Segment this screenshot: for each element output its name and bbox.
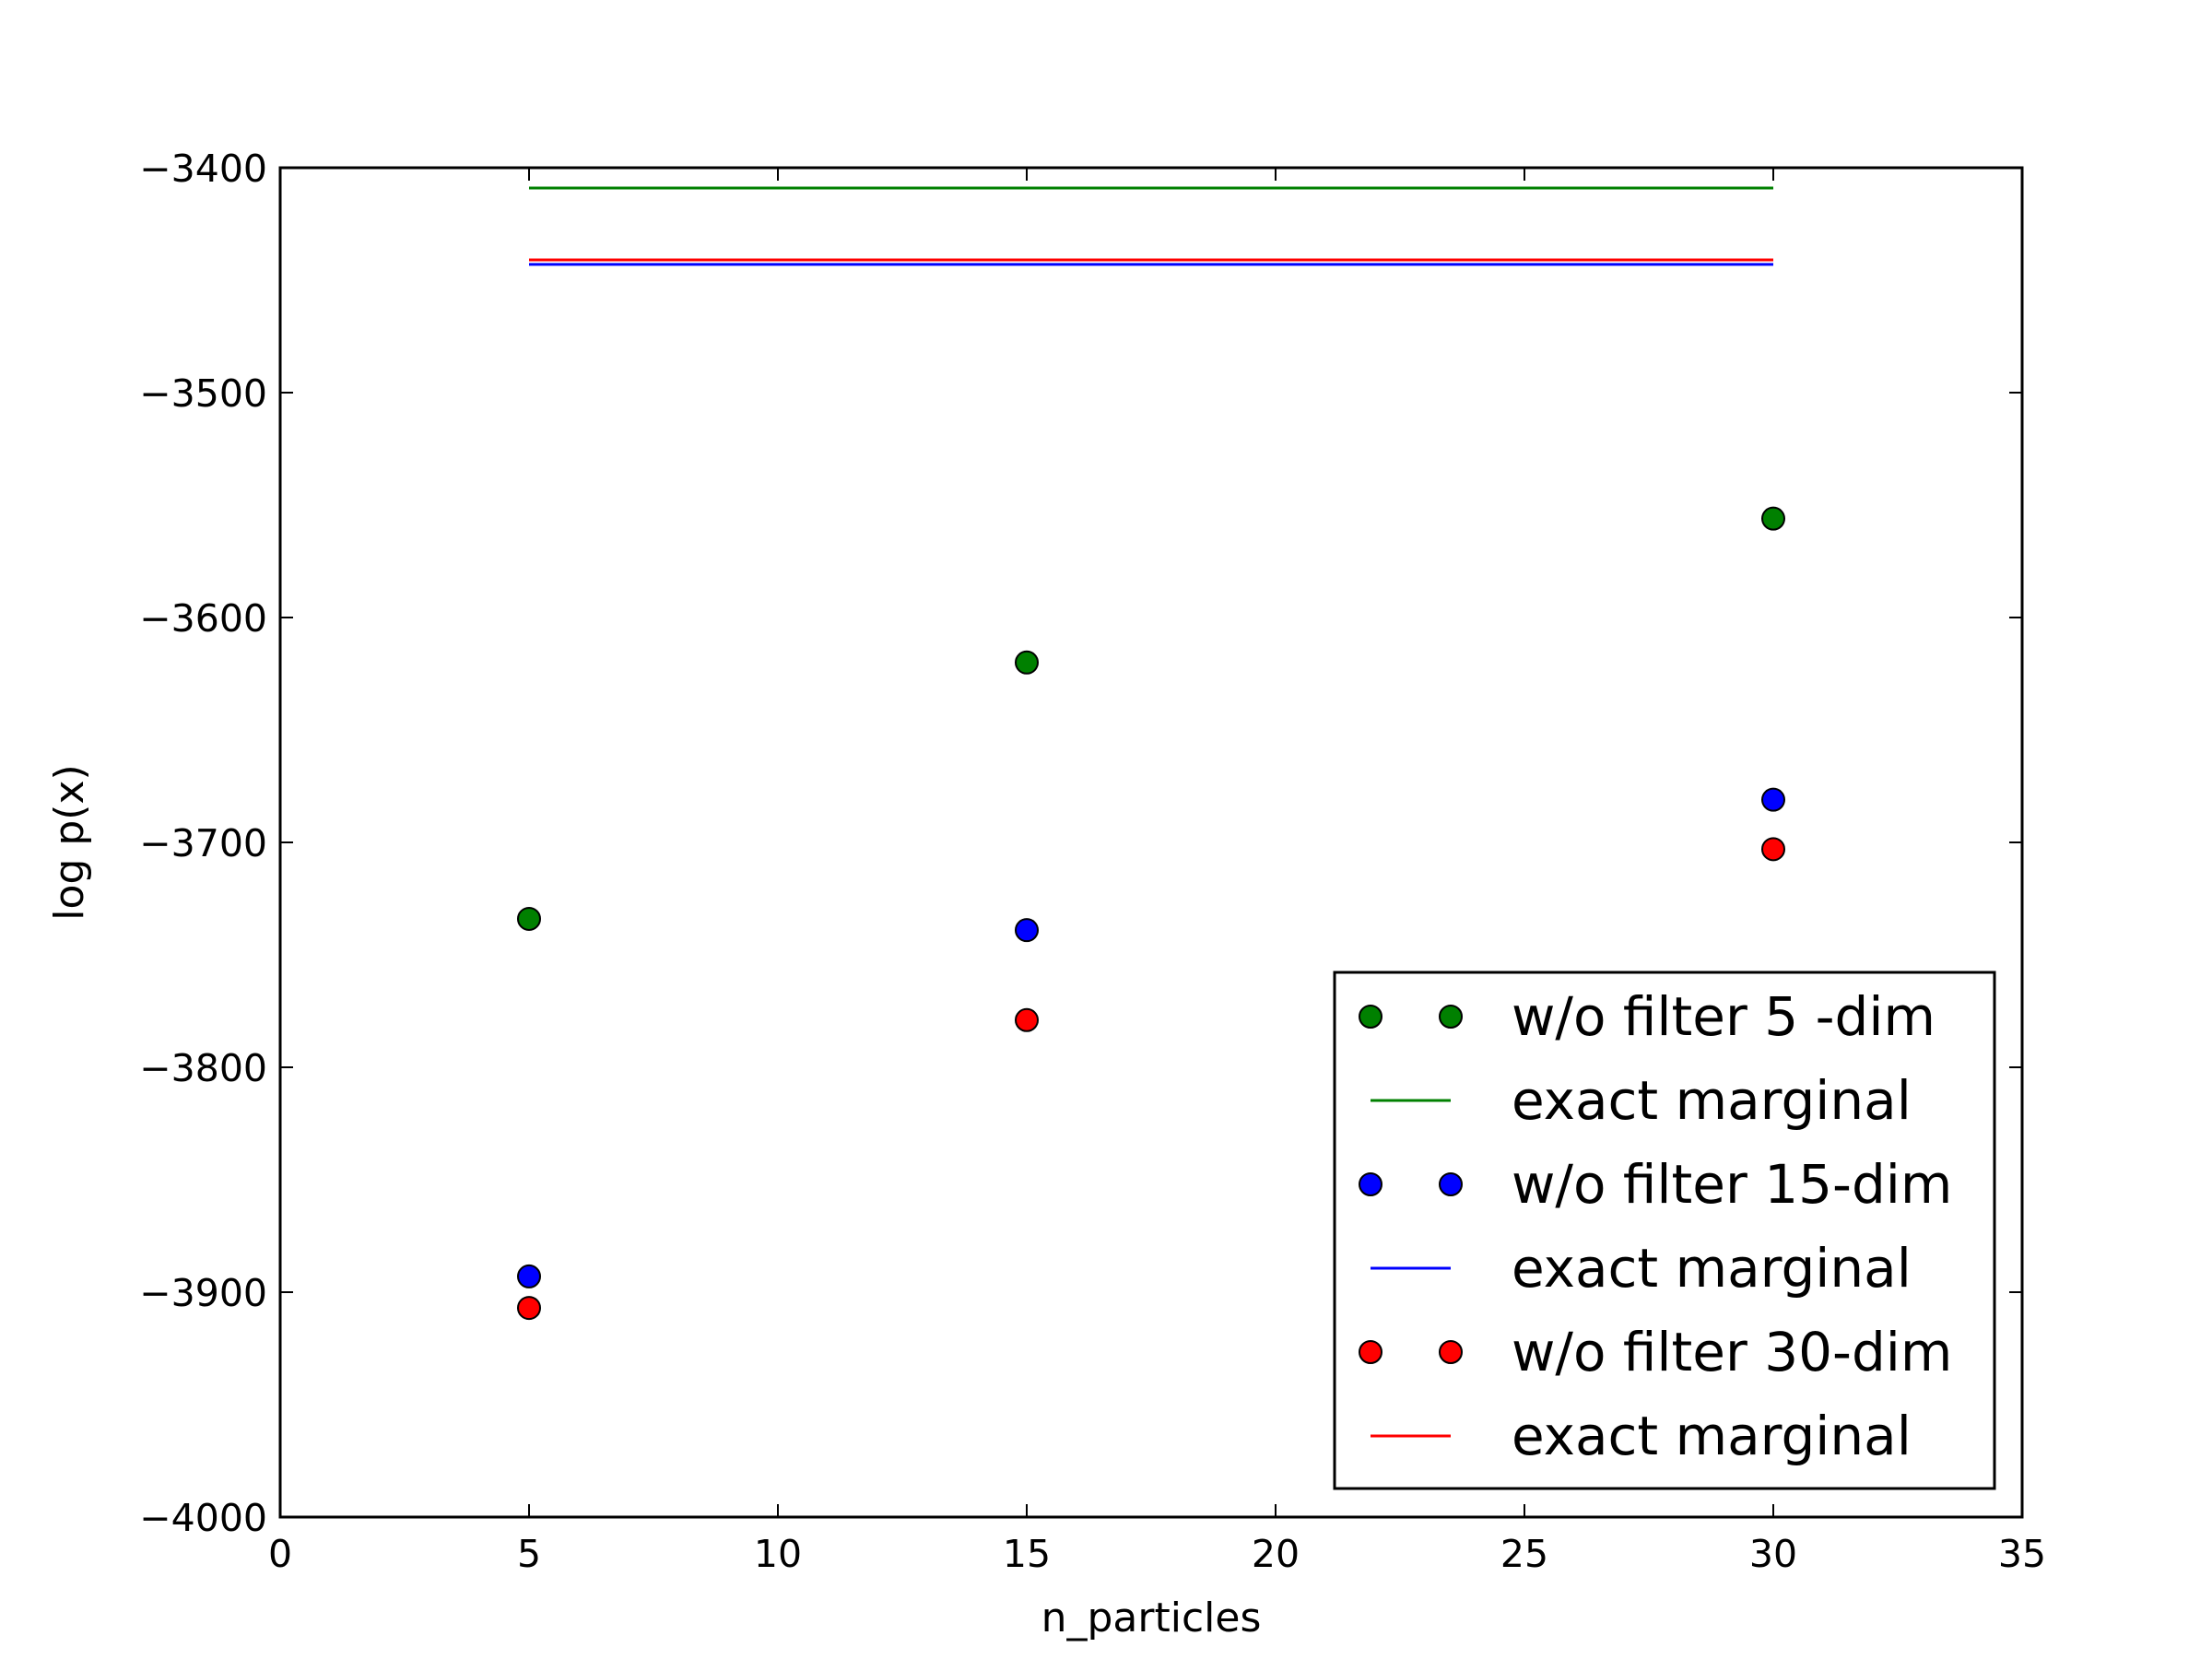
data-point [1761, 506, 1785, 531]
x-axis-title: n_particles [1041, 1594, 1262, 1641]
data-point [517, 906, 541, 931]
data-point [1015, 918, 1039, 943]
x-tick-label: 30 [1749, 1532, 1797, 1576]
legend-label: exact marginal [1512, 1069, 1912, 1132]
legend-marker [1359, 1340, 1382, 1364]
data-point [1761, 837, 1785, 862]
y-tick-label: −3600 [139, 596, 267, 641]
y-tick-label: −3500 [139, 371, 267, 416]
plot-points [517, 506, 1785, 1321]
axis-ticks [279, 167, 2023, 1518]
x-tick-label: 20 [1252, 1532, 1300, 1576]
y-tick-label: −3800 [139, 1046, 267, 1090]
legend-box [1333, 971, 1996, 1490]
legend-label: w/o filter 30-dim [1512, 1321, 1952, 1383]
x-tick-label: 0 [268, 1532, 292, 1576]
legend-label: w/o filter 15-dim [1512, 1153, 1952, 1216]
data-point [1015, 650, 1039, 675]
legend: w/o filter 5 -dim exact marginal w/o filte… [1333, 971, 1996, 1490]
data-point [517, 1296, 541, 1321]
y-tick-label: −3400 [139, 147, 267, 191]
y-tick-label: −4000 [139, 1496, 267, 1540]
x-tick-label: 25 [1500, 1532, 1548, 1576]
data-point [1015, 1007, 1039, 1032]
data-point [517, 1264, 541, 1288]
y-axis-title: log p(x) [46, 764, 93, 920]
legend-label: w/o filter 5 -dim [1512, 985, 1936, 1048]
legend-marker [1359, 1005, 1382, 1029]
x-tick-label: 5 [517, 1532, 541, 1576]
legend-marker [1439, 1340, 1463, 1364]
x-tick-label: 15 [1003, 1532, 1051, 1576]
legend-marker [1439, 1172, 1463, 1196]
y-tick-label: −3700 [139, 821, 267, 865]
legend-marker [1439, 1005, 1463, 1029]
x-tick-label: 10 [754, 1532, 802, 1576]
legend-marker [1359, 1172, 1382, 1196]
plot-lines [529, 186, 1773, 266]
legend-label: exact marginal [1512, 1405, 1912, 1467]
x-tick-label: 35 [1998, 1532, 2046, 1576]
axis-tick-labels: 0 5 10 15 20 25 30 35 −3400 −3500 −3600 −3700 −3800 −… [139, 147, 2046, 1576]
y-tick-label: −3900 [139, 1271, 267, 1315]
data-point [1761, 787, 1785, 812]
legend-label: exact marginal [1512, 1237, 1912, 1300]
